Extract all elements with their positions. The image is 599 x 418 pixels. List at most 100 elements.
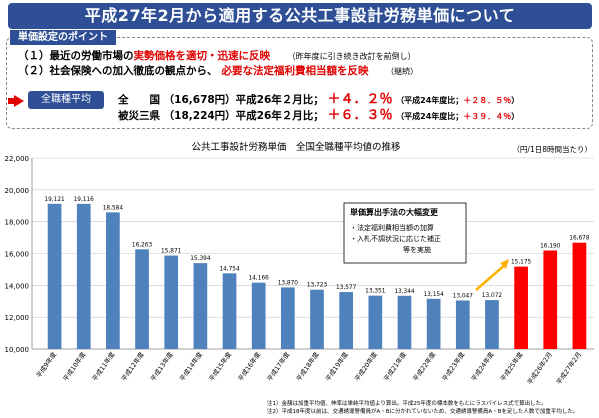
annotation-line3: 等を実施 bbox=[403, 245, 431, 254]
point1-text: （１）最近の労働市場の bbox=[18, 50, 134, 62]
y-tick-label: 10,000 bbox=[5, 346, 30, 354]
chart-title: 公共工事設計労務単価 全国全職種平均値の推移 bbox=[191, 141, 401, 153]
x-tick-label: 平成14年度 bbox=[177, 349, 204, 382]
bar-value-label: 14,754 bbox=[219, 266, 240, 272]
annotation-callout: 単価算出手法の大幅変更 ・法定福利費相当額の加算 ・入札不調状況に応じた補正 等… bbox=[343, 202, 509, 291]
bar-value-label: 13,351 bbox=[365, 289, 386, 295]
y-tick-label: 16,000 bbox=[5, 251, 30, 259]
row1-note-b: ＋２８．５％ bbox=[463, 96, 512, 105]
bar-value-label: 13,072 bbox=[482, 293, 503, 299]
average-pill: 全職種平均 bbox=[28, 91, 104, 109]
bar bbox=[280, 287, 295, 349]
row1-note: （平成24年度比；＋２８．５％） bbox=[396, 96, 519, 105]
bar bbox=[368, 295, 383, 349]
point2-text: （２）社会保険への加入徹底の観点から、 bbox=[18, 65, 218, 77]
row2-note-c: ） bbox=[511, 112, 520, 121]
bar bbox=[251, 282, 266, 349]
points-box bbox=[6, 37, 593, 129]
bar-value-label: 13,344 bbox=[394, 289, 415, 295]
point1-note: （昨年度に引き続き改訂を前倒し） bbox=[287, 52, 416, 61]
x-tick-label: 平成16年度 bbox=[236, 349, 263, 382]
bar-value-label: 13,723 bbox=[307, 283, 328, 289]
row2-note-a: （平成24年度比； bbox=[396, 112, 464, 121]
x-tick-label: 平成10年度 bbox=[61, 349, 88, 382]
x-tick-label: 平成9年度 bbox=[34, 349, 59, 379]
bar-value-label: 16,263 bbox=[132, 242, 153, 248]
bar-value-label: 13,154 bbox=[423, 292, 444, 298]
x-tick-label: 平成12年度 bbox=[119, 349, 146, 382]
x-tick-label: 平成24年度 bbox=[469, 349, 496, 382]
x-tick-label: 平成21年度 bbox=[381, 349, 408, 382]
bar-value-label: 19,121 bbox=[44, 197, 65, 203]
bar bbox=[222, 273, 237, 349]
x-tick-label: 平成25年度 bbox=[498, 349, 525, 382]
bar-value-label: 15,871 bbox=[161, 249, 182, 255]
y-tick-label: 22,000 bbox=[5, 155, 30, 163]
x-tick-label: 平成15年度 bbox=[206, 349, 233, 382]
x-tick-label: 平成26年2月 bbox=[525, 350, 554, 386]
x-tick-label: 平成27年2月 bbox=[554, 350, 583, 386]
bar-value-label: 13,870 bbox=[278, 280, 299, 286]
point1-highlight: 実勢価格を適切・迅速に反映 bbox=[133, 50, 271, 62]
bar-value-label: 14,166 bbox=[249, 276, 270, 282]
bar bbox=[397, 295, 412, 349]
bar bbox=[339, 292, 354, 349]
bar bbox=[543, 250, 558, 349]
x-tick-label: 平成22年度 bbox=[411, 349, 438, 382]
x-tick-label: 平成17年度 bbox=[265, 349, 292, 382]
row2-region: 被災三県 bbox=[118, 110, 160, 122]
bar bbox=[135, 249, 149, 349]
bar bbox=[164, 255, 179, 349]
row2-change: ＋６．３％ bbox=[327, 108, 393, 123]
bar-value-label: 19,116 bbox=[74, 197, 95, 203]
row1-change: ＋４．２％ bbox=[327, 92, 393, 107]
point-line-2: （２）社会保険への加入徹底の観点から、 必要な法定福利費相当額を反映 （継続） bbox=[18, 63, 418, 78]
annotation-line2: ・入札不調状況に応じた補正 bbox=[350, 234, 441, 243]
x-tick-label: 平成23年度 bbox=[440, 349, 467, 382]
x-tick-label: 平成20年度 bbox=[352, 349, 379, 382]
point2-note: （継続） bbox=[386, 67, 419, 76]
chart-unit-label: （円/1日8時間当たり） bbox=[512, 144, 592, 154]
row1-region: 全 国 bbox=[118, 94, 160, 106]
y-tick-label: 14,000 bbox=[5, 282, 30, 290]
arrow-right-icon bbox=[14, 95, 24, 107]
summary-row-national: 全 国 （16,678円）平成26年２月比； ＋４．２％ （平成24年度比；＋２… bbox=[118, 88, 519, 107]
bar bbox=[572, 242, 587, 349]
bar-value-label: 15,175 bbox=[511, 260, 532, 266]
x-tick-label: 平成13年度 bbox=[148, 349, 175, 382]
bar-value-label: 16,190 bbox=[540, 243, 561, 249]
bar bbox=[310, 289, 324, 349]
y-tick-label: 20,000 bbox=[5, 187, 30, 195]
y-tick-label: 12,000 bbox=[5, 314, 30, 322]
bar-value-label: 16,678 bbox=[569, 236, 590, 242]
summary-row-disaster: 被災三県 （18,224円）平成26年２月比； ＋６．３％ （平成24年度比；＋… bbox=[118, 104, 519, 123]
bar bbox=[193, 263, 208, 349]
footnote-1: 注1）金額は加重平均値、伸率は単純平均値より算出。平成25年度の標本数をもとにラ… bbox=[267, 399, 547, 407]
row2-value: （18,224円）平成26年２月比； bbox=[163, 110, 324, 122]
bar bbox=[47, 203, 62, 349]
x-tick-label: 平成18年度 bbox=[294, 349, 321, 382]
row1-value: （16,678円）平成26年２月比； bbox=[163, 94, 324, 106]
bar bbox=[426, 298, 441, 349]
bar bbox=[485, 300, 499, 349]
row1-note-c: ） bbox=[511, 96, 520, 105]
y-tick-label: 18,000 bbox=[5, 219, 30, 227]
annotation-title: 単価算出手法の大幅変更 bbox=[350, 207, 439, 217]
x-tick-label: 平成11年度 bbox=[90, 349, 117, 382]
arrow-icon-stem bbox=[8, 98, 16, 104]
row2-note-b: ＋３９．４％ bbox=[463, 112, 512, 121]
footnote-2: 注2）平成18年度以前は、交通誘導警備員がA・Bに分かれていないため、交通誘導警… bbox=[267, 407, 578, 415]
annotation-arrow-head bbox=[500, 259, 509, 269]
row2-note: （平成24年度比；＋３９．４％） bbox=[396, 112, 519, 121]
page-title: 平成27年2月から適用する公共工事設計労務単価について bbox=[8, 3, 592, 29]
annotation-line1: ・法定福利費相当額の加算 bbox=[350, 223, 434, 232]
bar-value-label: 13,047 bbox=[453, 294, 474, 300]
annotation-box bbox=[343, 202, 467, 264]
bar-value-label: 18,584 bbox=[103, 205, 124, 211]
bar bbox=[455, 300, 470, 349]
point2-highlight: 必要な法定福利費相当額を反映 bbox=[221, 65, 369, 77]
annotation-arrow bbox=[475, 263, 507, 291]
points-tab: 単価設定のポイント bbox=[10, 30, 116, 45]
point-line-1: （１）最近の労働市場の実勢価格を適切・迅速に反映 （昨年度に引き続き改訂を前倒し… bbox=[18, 48, 416, 63]
